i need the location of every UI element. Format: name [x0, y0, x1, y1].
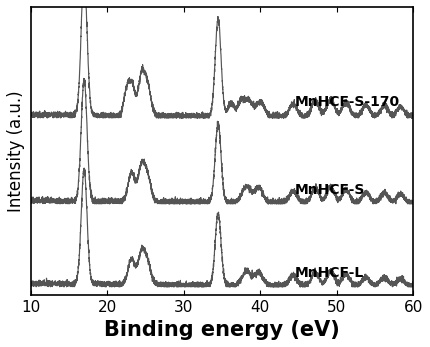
- Text: MnHCF-S: MnHCF-S: [295, 183, 365, 197]
- Text: MnHCF-L: MnHCF-L: [295, 266, 364, 280]
- Y-axis label: Intensity (a.u.): Intensity (a.u.): [7, 90, 25, 212]
- Text: MnHCF-S-170: MnHCF-S-170: [295, 95, 400, 109]
- X-axis label: Binding energy (eV): Binding energy (eV): [104, 320, 340, 340]
